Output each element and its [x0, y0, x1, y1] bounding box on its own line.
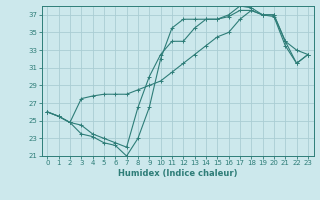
X-axis label: Humidex (Indice chaleur): Humidex (Indice chaleur)	[118, 169, 237, 178]
